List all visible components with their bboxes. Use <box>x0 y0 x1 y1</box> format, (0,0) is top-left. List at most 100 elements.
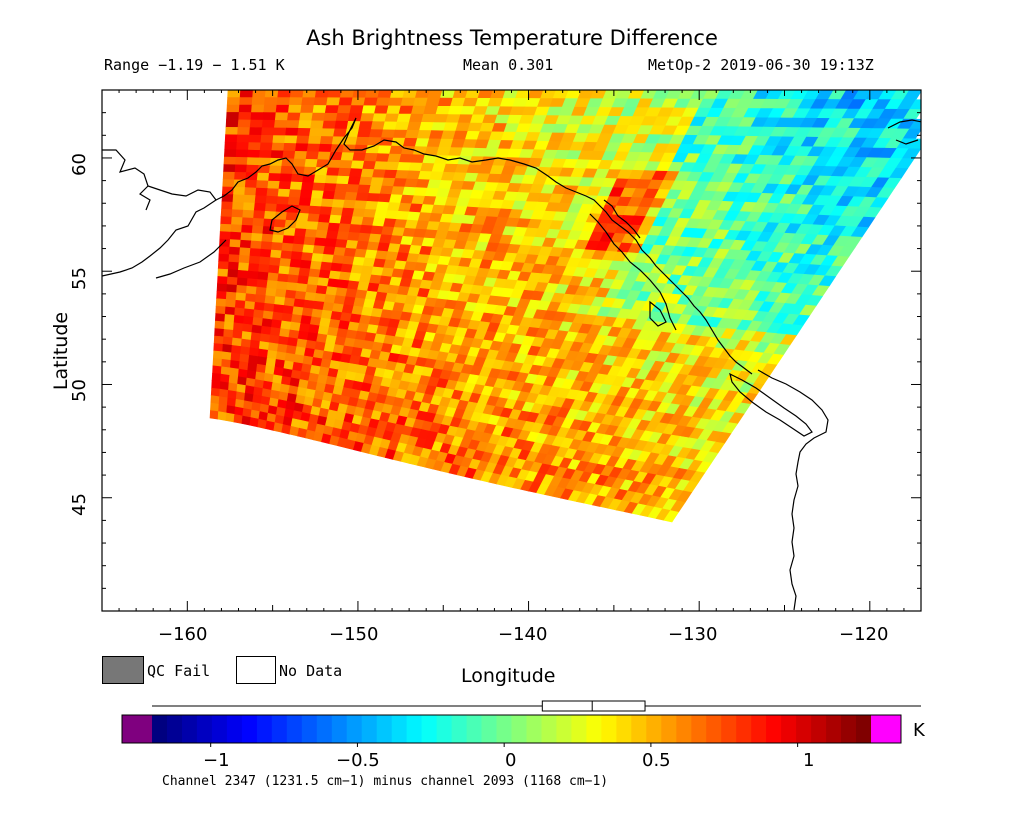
swath-cell <box>268 165 283 175</box>
swath-cell <box>282 150 296 160</box>
swath-cell <box>259 248 272 258</box>
swath-cell <box>350 216 364 226</box>
swath-cell <box>300 315 313 325</box>
colorbar-boxplot <box>152 700 921 712</box>
swath-cell <box>247 270 259 280</box>
swath-cell <box>248 134 262 144</box>
swath-cell <box>275 288 287 299</box>
lon-tick-140: −140 <box>498 624 548 645</box>
swath-cell <box>326 167 340 177</box>
swath-cell <box>321 128 336 138</box>
swath-cell <box>306 221 319 231</box>
swath-cell <box>242 315 254 326</box>
swath-cell <box>226 112 240 121</box>
swath-cell <box>323 112 338 122</box>
swath-cell <box>241 415 252 426</box>
swath-cell <box>301 307 314 318</box>
colorbar-step <box>316 715 333 743</box>
swath-cell <box>310 120 325 130</box>
swath-cell <box>278 181 292 190</box>
swath-cell <box>235 156 249 166</box>
swath-cell <box>293 150 308 160</box>
swath-cell <box>262 112 277 121</box>
colorbar-step <box>616 715 632 743</box>
swath-cell <box>375 153 390 163</box>
colorbar-step <box>541 715 558 743</box>
swath-cell <box>360 113 375 122</box>
swath-cell <box>357 128 372 138</box>
swath-cell <box>282 305 295 315</box>
swath-cell <box>232 194 245 204</box>
swath-cell <box>212 350 223 360</box>
swath-cell <box>303 166 317 176</box>
swath-cell <box>372 169 387 179</box>
swath-cell <box>297 127 311 137</box>
colorbar <box>121 714 902 747</box>
swath-cell <box>299 112 314 122</box>
swath-cell <box>237 127 251 136</box>
swath-cell <box>244 300 256 311</box>
lon-tick-120: −120 <box>839 624 889 645</box>
swath-cell <box>228 246 241 256</box>
swath-cell <box>251 104 265 113</box>
swath-cell <box>253 309 265 319</box>
colorbar-step <box>152 715 168 743</box>
swath-cell <box>317 151 332 161</box>
swath-cell <box>325 286 338 296</box>
swath-cell <box>381 129 396 139</box>
swath-cell <box>219 223 232 233</box>
swath-cell <box>273 119 288 129</box>
swath-cell <box>358 176 373 186</box>
swath-cell <box>328 214 343 225</box>
swath-cell <box>217 261 230 270</box>
swath-cell <box>225 299 237 309</box>
swath-cell <box>304 158 319 168</box>
swath-cell <box>425 97 441 107</box>
swath-cell <box>261 318 273 328</box>
swath-cell <box>389 145 404 155</box>
swath-cell <box>341 207 355 217</box>
swath-cell <box>242 202 256 212</box>
lat-tick-55: 55 <box>68 267 90 290</box>
swath-cell <box>289 181 303 191</box>
swath-cell <box>314 293 327 303</box>
swath-cell <box>214 313 226 323</box>
swath-cell <box>274 296 286 306</box>
swath-cell <box>396 113 412 123</box>
colorbar-tick-1: 1 <box>803 750 815 771</box>
swath-cell <box>252 317 264 327</box>
swath-cell <box>264 97 279 106</box>
swath-cell <box>355 136 370 146</box>
swath-cell <box>223 149 237 158</box>
swath-cell <box>301 97 316 106</box>
swath-cell <box>218 253 230 263</box>
swath-cell <box>239 90 254 98</box>
swath-cell <box>307 276 320 286</box>
swath-cell <box>234 299 246 310</box>
swath-cell <box>245 285 258 296</box>
swath-cell <box>221 351 232 361</box>
qc-fail-label: QC Fail <box>147 662 211 680</box>
swath-cell <box>412 97 429 107</box>
swath-cell <box>273 127 287 137</box>
swath-cell <box>268 264 281 275</box>
swath-cell <box>220 216 233 225</box>
swath-cell <box>292 306 304 316</box>
colorbar-step <box>601 715 617 743</box>
swath-cell <box>296 135 310 145</box>
swath-cell <box>368 185 383 195</box>
swath-cell <box>333 246 347 257</box>
swath-cell <box>216 290 228 300</box>
swath-cell <box>297 275 310 285</box>
colorbar-step <box>691 715 707 743</box>
swath-cell <box>221 201 234 211</box>
swath-cell <box>414 90 431 99</box>
swath-cell <box>266 280 278 290</box>
swath-cell <box>312 300 325 311</box>
swath-cell <box>352 208 366 218</box>
swath-cell <box>363 97 379 107</box>
swath-cell <box>295 220 308 230</box>
swath-cell <box>353 200 368 210</box>
swath-cell <box>219 231 232 240</box>
swath-cell <box>241 217 254 227</box>
